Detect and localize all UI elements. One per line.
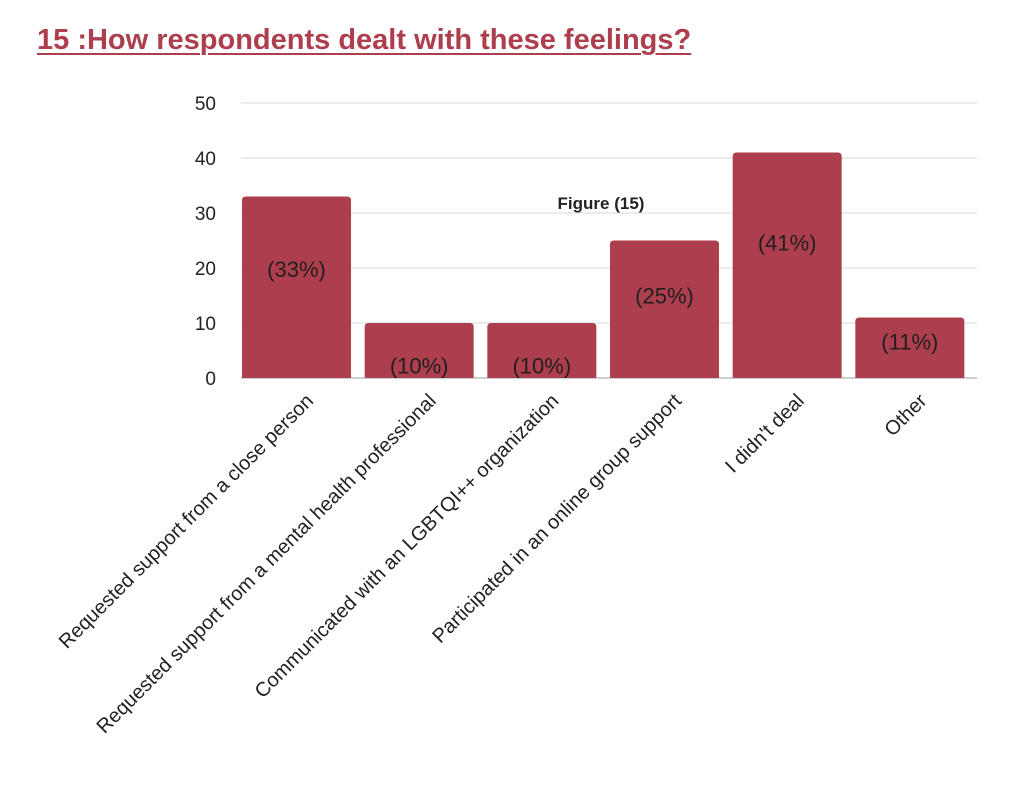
y-tick-label: 50 xyxy=(195,94,216,115)
x-axis-category-labels: Requested support from a close personReq… xyxy=(55,390,932,738)
page-title: 15 :How respondents dealt with these fee… xyxy=(37,24,692,56)
y-tick-label: 20 xyxy=(195,259,216,280)
bar xyxy=(855,317,965,378)
data-label: (41%) xyxy=(758,231,817,256)
category-label: Other xyxy=(880,390,931,441)
y-axis-ticks: 0 10 20 30 40 50 xyxy=(195,94,216,390)
bar xyxy=(364,323,474,378)
y-tick-label: 10 xyxy=(195,314,216,335)
data-label: (25%) xyxy=(635,284,694,309)
y-tick-label: 40 xyxy=(195,149,216,170)
grid-lines xyxy=(241,102,977,379)
bar xyxy=(487,323,597,378)
data-label: (10%) xyxy=(390,354,449,379)
y-tick-label: 0 xyxy=(205,369,216,390)
bar xyxy=(610,240,719,378)
data-labels: (33%) (10%) (10%) (25%) (41%) (11%) xyxy=(267,231,938,379)
figure-annotation: Figure (15) xyxy=(558,194,645,213)
category-label: Participated in an online group support xyxy=(428,390,686,648)
bar xyxy=(242,196,351,378)
bars xyxy=(242,152,965,378)
y-tick-label: 30 xyxy=(195,204,216,225)
data-label: (33%) xyxy=(267,257,326,282)
category-label: Requested support from a close person xyxy=(55,390,318,653)
data-label: (10%) xyxy=(512,354,571,379)
data-label: (11%) xyxy=(881,330,938,355)
category-label: I didn't deal xyxy=(721,390,808,477)
bar xyxy=(732,152,842,378)
